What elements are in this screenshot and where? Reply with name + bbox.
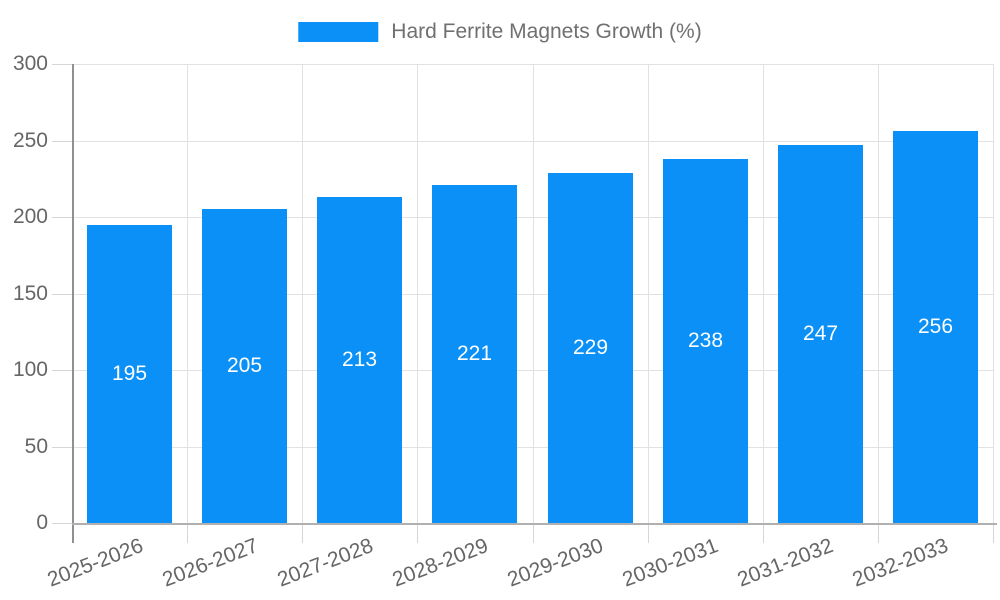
y-axis-label: 300 (12, 52, 48, 75)
x-axis-tick (878, 523, 879, 543)
x-axis-tick (417, 523, 418, 543)
y-axis-label: 250 (12, 129, 48, 152)
gridline-vertical (302, 64, 303, 523)
y-axis-label: 200 (12, 205, 48, 228)
x-axis-tick (648, 523, 649, 543)
bar-value-label: 213 (341, 348, 378, 371)
y-axis-label: 100 (12, 358, 48, 381)
bar-value-label: 229 (572, 336, 609, 359)
y-axis-tick (52, 294, 72, 295)
gridline-vertical (763, 64, 764, 523)
gridline-vertical (648, 64, 649, 523)
bar-value-label: 238 (687, 329, 724, 352)
y-axis-tick (52, 447, 72, 448)
bar-2026-2027[interactable] (202, 209, 287, 523)
bar-2030-2031[interactable] (663, 159, 748, 523)
y-axis-label: 150 (12, 282, 48, 305)
bar-value-label: 247 (802, 322, 839, 345)
x-axis-tick (302, 523, 303, 543)
gridline-horizontal (72, 64, 993, 65)
gridline-horizontal (72, 217, 993, 218)
y-axis-line (72, 64, 74, 523)
y-axis-label: 0 (36, 511, 48, 534)
y-axis-tick (52, 64, 72, 65)
x-axis-label: 2025-2026 (43, 534, 146, 592)
bar-2031-2032[interactable] (778, 145, 863, 523)
bar-2032-2033[interactable] (893, 131, 978, 523)
x-axis-label: 2029-2030 (503, 534, 606, 592)
x-axis-label: 2028-2029 (388, 534, 491, 592)
bar-2025-2026[interactable] (87, 225, 172, 523)
x-axis-label: 2026-2027 (158, 534, 261, 592)
bar-value-label: 195 (111, 362, 148, 385)
gridline-horizontal (72, 370, 993, 371)
x-axis-label: 2032-2033 (848, 534, 951, 592)
gridline-vertical (533, 64, 534, 523)
bar-value-label: 205 (226, 354, 263, 377)
x-axis-label: 2027-2028 (273, 534, 376, 592)
x-axis-line (72, 523, 997, 525)
x-axis-tick (187, 523, 188, 543)
legend-color-swatch (298, 22, 379, 42)
legend-label: Hard Ferrite Magnets Growth (%) (391, 20, 702, 43)
y-axis-tick (52, 370, 72, 371)
y-axis-tick (52, 217, 72, 218)
bar-2027-2028[interactable] (317, 197, 402, 523)
gridline-vertical (878, 64, 879, 523)
x-axis-label: 2031-2032 (733, 534, 836, 592)
bar-2029-2030[interactable] (548, 173, 633, 523)
bar-value-label: 256 (917, 315, 954, 338)
gridline-horizontal (72, 141, 993, 142)
bar-2028-2029[interactable] (432, 185, 517, 523)
bar-value-label: 221 (456, 342, 493, 365)
gridline-vertical (417, 64, 418, 523)
gridline-vertical (187, 64, 188, 523)
gridline-vertical (993, 64, 994, 523)
gridline-horizontal (72, 447, 993, 448)
y-axis-tick (52, 141, 72, 142)
x-axis-tick (533, 523, 534, 543)
x-axis-tick (72, 523, 74, 543)
y-axis-label: 50 (24, 435, 48, 458)
y-axis-tick (52, 523, 72, 524)
x-axis-label: 2030-2031 (618, 534, 721, 592)
chart-legend-item[interactable]: Hard Ferrite Magnets Growth (%) (298, 20, 702, 44)
gridline-horizontal (72, 294, 993, 295)
x-axis-tick (993, 523, 994, 543)
x-axis-tick (763, 523, 764, 543)
